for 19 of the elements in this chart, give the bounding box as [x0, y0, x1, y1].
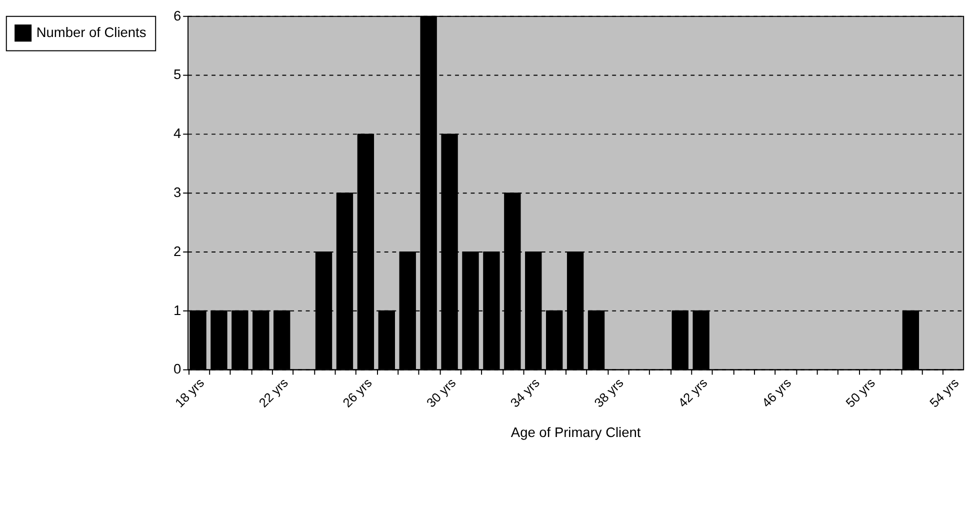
x-tick-label: 42 yrs	[674, 375, 710, 410]
x-tick-label: 26 yrs	[340, 375, 375, 410]
x-tick-label: 22 yrs	[256, 375, 291, 410]
y-tick-label: 6	[173, 8, 182, 24]
x-tick-label: 54 yrs	[926, 375, 962, 410]
x-tick-label: 38 yrs	[591, 375, 626, 410]
x-tick-label: 18 yrs	[172, 375, 208, 410]
legend-label: Number of Clients	[36, 24, 146, 40]
y-tick-label: 2	[173, 244, 182, 259]
x-tick-label: 34 yrs	[507, 375, 542, 410]
x-tick-label: 30 yrs	[423, 375, 459, 410]
x-tick-label: 50 yrs	[842, 375, 878, 410]
y-tick-label: 1	[173, 302, 182, 318]
x-tick-label: 46 yrs	[758, 375, 794, 410]
y-tick-label: 0	[173, 362, 182, 377]
y-tick-label: 3	[173, 185, 182, 200]
y-tick-label: 4	[173, 126, 182, 142]
y-tick-label: 5	[173, 67, 182, 82]
x-axis-title: Age of Primary Client	[510, 424, 641, 440]
